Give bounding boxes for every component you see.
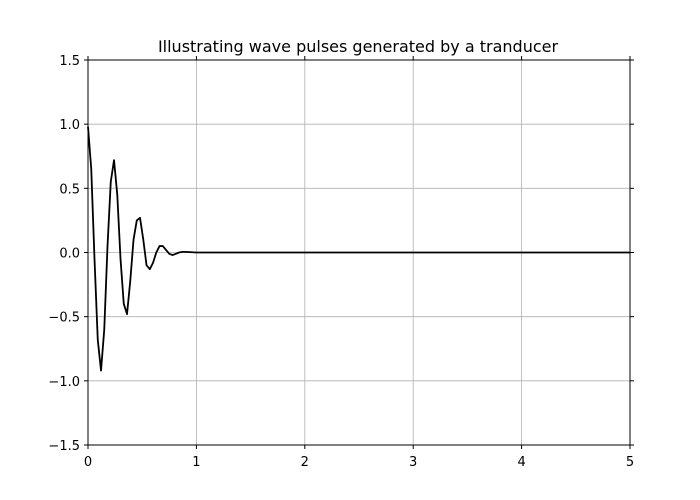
y-tick-label: −1.0 [48, 375, 80, 390]
plot-frame [87, 59, 631, 446]
y-tick-label: 0.0 [59, 247, 80, 262]
x-tick-label: 2 [301, 455, 309, 470]
y-tick-label: −1.5 [48, 439, 80, 454]
chart-title: Illustrating wave pulses generated by a … [158, 37, 559, 56]
x-tick-label: 1 [192, 455, 200, 470]
axis-ticks [84, 56, 634, 449]
x-tick-label: 4 [517, 455, 525, 470]
tick-labels: 0 1 2 3 4 5 −1.5 −1.0 −0.5 0.0 0.5 1.0 1.5 [48, 54, 634, 470]
y-tick-label: 1.0 [59, 118, 80, 133]
x-tick-label: 0 [84, 455, 92, 470]
series-layer [87, 126, 630, 372]
wave-pulse-line [87, 126, 630, 372]
y-tick-label: 0.5 [59, 182, 80, 197]
x-tick-label: 3 [409, 455, 417, 470]
y-tick-label: 1.5 [59, 54, 80, 69]
x-tick-label: 5 [626, 455, 634, 470]
y-tick-label: −0.5 [48, 311, 80, 326]
